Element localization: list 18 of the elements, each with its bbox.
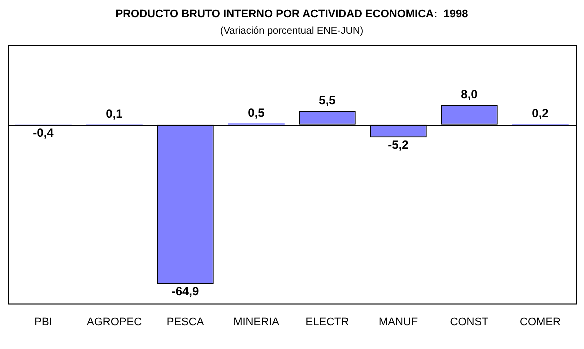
data-label: 0,5 xyxy=(248,106,266,120)
data-label: 0,2 xyxy=(532,106,550,121)
x-tick-label: AGROPEC xyxy=(86,316,142,328)
data-label: 0,1 xyxy=(106,106,124,121)
x-tick-label: PESCA xyxy=(166,316,205,328)
chart-title: PRODUCTO BRUTO INTERNO POR ACTIVIDAD ECONOMICA: 1998 xyxy=(116,8,468,21)
x-tick-label: CONST xyxy=(450,316,490,328)
data-label: 5,5 xyxy=(319,94,336,108)
data-label: 8,0 xyxy=(461,88,478,102)
chart-subtitle: (Variación porcentual ENE-JUN) xyxy=(220,26,364,37)
x-tick-label: MINERIA xyxy=(234,316,280,328)
x-tick-label: PBI xyxy=(34,316,52,328)
x-tick-label: COMER xyxy=(520,316,562,328)
x-tick-label: MANUF xyxy=(378,316,418,328)
data-label: -5,2 xyxy=(388,138,410,152)
x-tick-label: ELECTR xyxy=(306,316,350,328)
data-label: -0,4 xyxy=(33,126,54,140)
data-label: -64,9 xyxy=(172,284,200,298)
